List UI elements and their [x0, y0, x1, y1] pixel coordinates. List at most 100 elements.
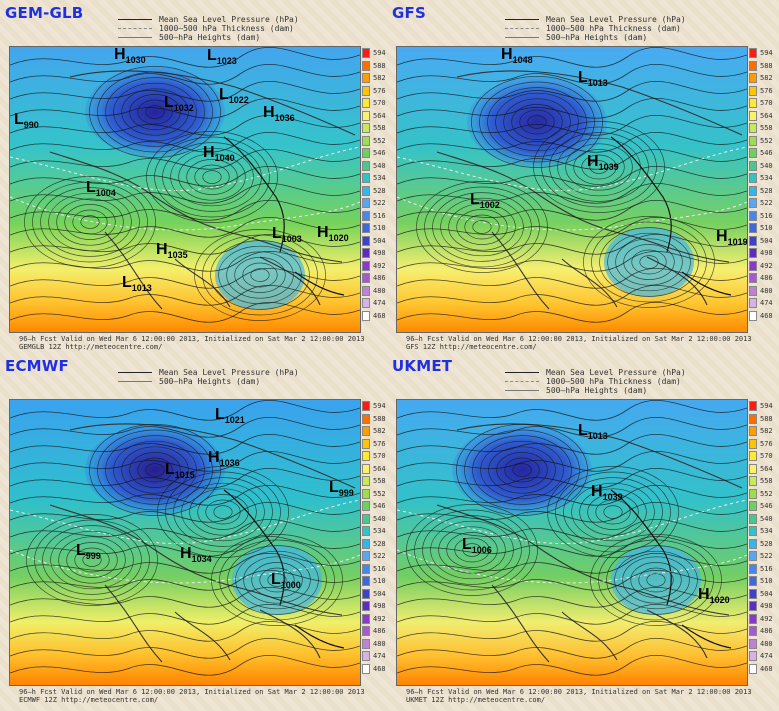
colorbar-step [362, 601, 370, 611]
colorbar-label: 486 [373, 274, 386, 282]
isobar-line [397, 64, 747, 85]
pressure-contour [145, 463, 165, 477]
colorbar-label: 534 [760, 527, 773, 535]
colorbar-label: 492 [373, 614, 386, 623]
colorbar-label: 510 [760, 224, 773, 232]
colorbar-label: 552 [760, 489, 773, 498]
colorbar-label: 492 [760, 614, 773, 623]
colorbar-step [362, 538, 370, 549]
pressure-contour [479, 81, 595, 163]
map-svg: H1030 L1023L1032L1022H1036H1040L990L1004H… [10, 47, 360, 332]
colorbar-step [362, 563, 370, 574]
colorbar-label: 480 [760, 639, 773, 648]
pressure-contour [205, 499, 241, 525]
footer-line: GEMGLB 12Z http://meteocentre.com/ [19, 343, 163, 351]
pressure-contour [533, 121, 665, 213]
colorbar-label: 570 [373, 452, 386, 460]
colorbar-label: 582 [760, 427, 773, 435]
isobar-line [10, 536, 360, 557]
colorbar-label: 492 [373, 261, 386, 270]
colorbar-step [362, 488, 370, 499]
legend-pressure-line [118, 19, 152, 20]
pressure-contour [145, 105, 165, 119]
colorbar-step [362, 626, 370, 636]
colorbar-step [362, 413, 370, 424]
colorbar-step [749, 576, 757, 586]
colorbar-label: 516 [760, 211, 773, 220]
colorbar-step [362, 73, 370, 83]
panel-title: UKMET [392, 357, 453, 375]
isobar-line [10, 64, 360, 85]
isobar-line [397, 434, 747, 455]
pressure-contour [56, 198, 124, 246]
isobar-line [10, 434, 360, 455]
pressure-contour [24, 176, 156, 268]
colorbar-label: 474 [373, 299, 386, 307]
pressure-contour [197, 494, 249, 530]
land-outline [49, 70, 356, 310]
colorbar-label: 570 [373, 99, 386, 107]
colorbar-label: 468 [373, 311, 386, 320]
pressure-contour [504, 457, 540, 483]
colorbar-step [749, 601, 757, 611]
colorbar-step [749, 551, 757, 561]
pressure-contour [406, 504, 538, 596]
colorbar-step [362, 248, 370, 258]
colorbar-label: 522 [760, 552, 773, 560]
pressure-contour [40, 187, 140, 257]
height-colorbar: 594 588 582 576 570 564 558 552 546 540 534 528 522 5… [362, 401, 392, 682]
pressure-contour [472, 435, 572, 505]
colorbar-step [749, 85, 757, 96]
colorbar-step [362, 526, 370, 536]
colorbar-label: 540 [373, 161, 386, 170]
colorbar-step [362, 235, 370, 246]
colorbar-step [362, 285, 370, 296]
isobar-line [397, 302, 747, 323]
pressure-contour [234, 257, 286, 293]
pressure-contour [414, 509, 530, 591]
colorbar-label: 468 [760, 664, 773, 673]
isobar-line [397, 621, 747, 642]
colorbar-label: 504 [373, 236, 386, 245]
footer-line: 96–h Fcst Valid on Wed Mar 6 12:00:00 20… [406, 335, 752, 343]
isobar-line [397, 251, 747, 272]
low-height-center [85, 425, 225, 515]
colorbar-label: 498 [373, 249, 386, 257]
pressure-contour [146, 131, 278, 223]
colorbar-label: 516 [760, 564, 773, 573]
pressure-contour [599, 227, 699, 297]
colorbar-step [362, 98, 370, 108]
pressure-contour [416, 181, 548, 273]
colorbar-label: 522 [373, 199, 386, 207]
isobar-line [397, 519, 747, 540]
pressure-contour [173, 477, 273, 547]
low-height-center [452, 425, 592, 515]
pressure-contour [581, 154, 617, 180]
colorbar-label: 498 [373, 602, 386, 610]
land-outline [436, 70, 743, 310]
pressure-contour [32, 181, 148, 263]
colorbar-step [749, 210, 757, 221]
pressure-contour [42, 525, 142, 595]
pressure-contour [422, 515, 522, 585]
pressure-contour [121, 446, 189, 494]
colorbar-step [749, 663, 757, 674]
isobar-line [10, 98, 360, 119]
pressure-contour [541, 126, 657, 208]
colorbar-label: 522 [373, 552, 386, 560]
pressure-contour [202, 234, 318, 316]
pressure-contour [639, 255, 659, 269]
isobar-line [397, 47, 747, 68]
colorbar-step [749, 123, 757, 133]
panel-gem-glb: GEM-GLB Mean Sea Level Pressure (hPa) 10… [3, 2, 392, 357]
footer-line: 96–h Fcst Valid on Wed Mar 6 12:00:00 20… [406, 688, 752, 696]
colorbar-label: 528 [373, 186, 386, 195]
pressure-contour [82, 553, 102, 567]
colorbar-step [749, 223, 757, 233]
colorbar-label: 546 [760, 502, 773, 510]
low-height-center [85, 67, 225, 157]
colorbar-step [749, 98, 757, 108]
pressure-contour [563, 477, 663, 547]
colorbar-step [749, 160, 757, 171]
